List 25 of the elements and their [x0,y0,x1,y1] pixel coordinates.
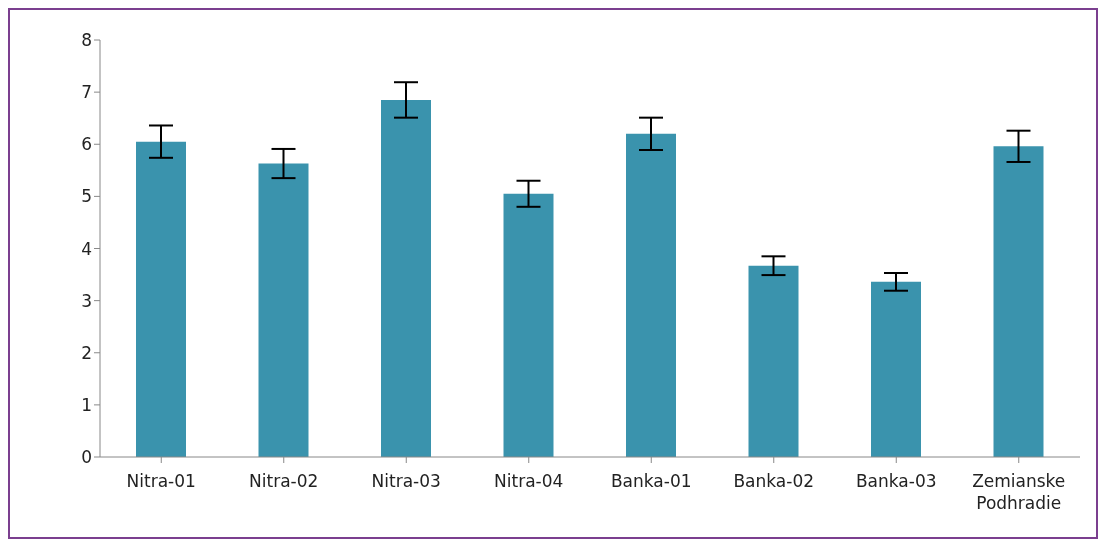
bar [993,146,1044,457]
bar [748,265,799,457]
y-tick-label: 6 [81,134,92,155]
bar [503,193,554,457]
x-tick-label: Banka-03 [855,471,937,491]
y-tick-label: 1 [81,394,92,415]
x-tick-label: Nitra-02 [249,471,319,491]
x-tick-label: Nitra-03 [371,471,441,491]
x-tick-label: Banka-01 [610,471,692,491]
bar [626,133,676,457]
bar [381,99,431,457]
x-tick-label: Banka-02 [733,471,815,491]
x-tick-label: Zemianske Podhradie [972,471,1066,513]
y-tick-label: 7 [81,82,92,103]
y-tick-label: 4 [81,238,92,259]
x-tick-label: Nitra-04 [494,471,564,491]
y-tick-label: 5 [81,186,92,207]
y-tick-label: 2 [81,342,92,363]
y-tick-label: 8 [81,30,92,51]
bar [136,141,186,457]
y-tick-label: 3 [81,290,92,311]
bar [871,281,921,457]
x-tick-label: Nitra-01 [126,471,196,491]
y-tick-label: 0 [81,447,92,468]
bar [258,163,309,457]
